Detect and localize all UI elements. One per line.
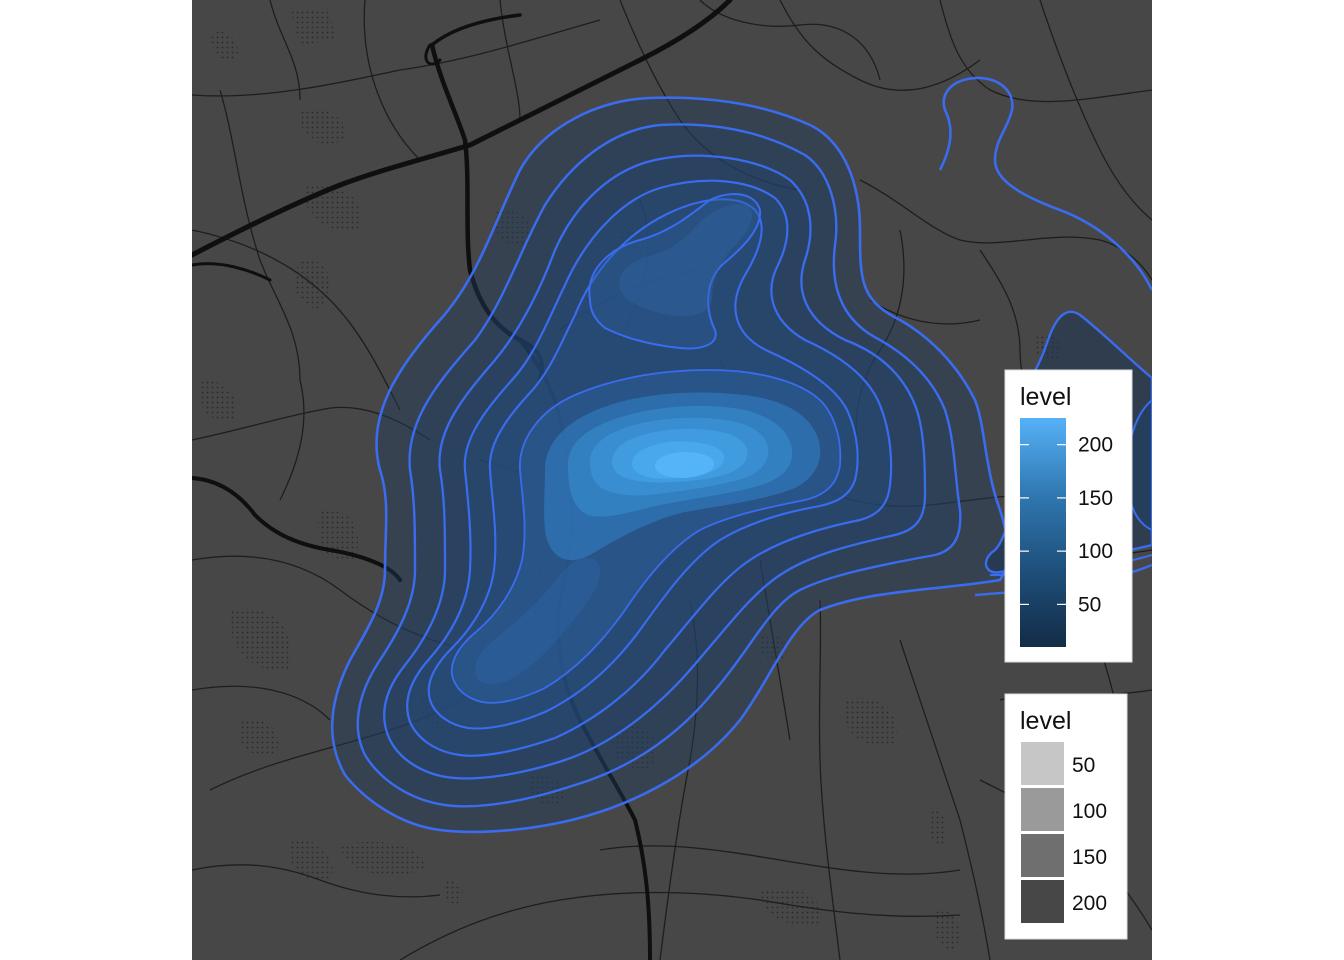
legend-swatch (1021, 834, 1064, 877)
legend-swatch (1021, 742, 1064, 785)
legend-colorbar (1020, 418, 1066, 647)
legend-swatch (1021, 880, 1064, 923)
legend-tick-label: 150 (1078, 487, 1113, 510)
legend-alpha: level 50 100 150 200 (1005, 694, 1127, 939)
legend-alpha-title: level (1020, 707, 1071, 735)
legend-tick-label: 50 (1078, 593, 1101, 616)
legend-tick-label: 200 (1078, 434, 1113, 457)
legend-fill: level 200 150 100 50 (1005, 370, 1132, 662)
legend-swatch-label: 100 (1072, 800, 1107, 823)
legend-swatch-label: 150 (1072, 846, 1107, 869)
legend-swatch-label: 200 (1072, 892, 1107, 915)
legend-swatch-label: 50 (1072, 754, 1095, 777)
legend-tick-label: 100 (1078, 540, 1113, 563)
legend-swatch (1021, 788, 1064, 831)
legend-fill-title: level (1020, 383, 1071, 411)
